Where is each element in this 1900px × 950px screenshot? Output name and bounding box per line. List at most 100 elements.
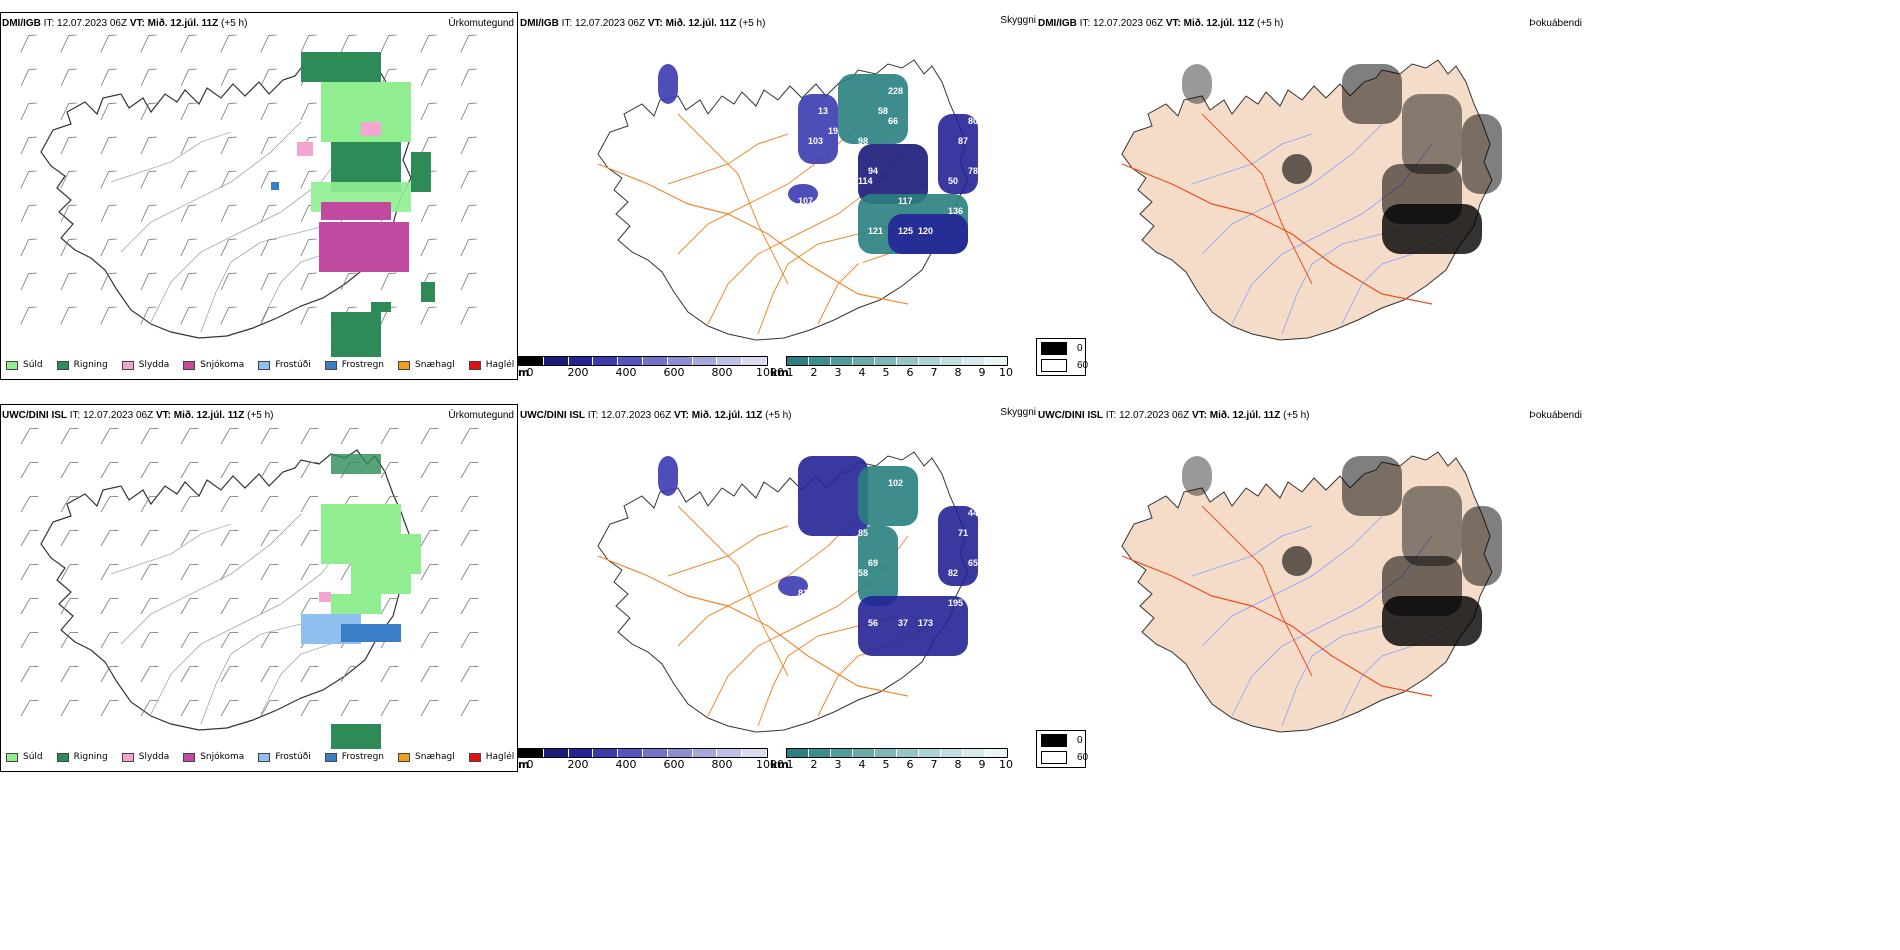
fog-legend: 0 60 xyxy=(1036,730,1088,768)
wind-barb xyxy=(460,496,479,513)
wind-barb xyxy=(140,428,159,445)
wind-barb xyxy=(60,306,77,325)
wind-barb xyxy=(180,170,197,189)
wind-barb xyxy=(60,170,77,189)
wind-barb xyxy=(60,632,79,649)
wind-barb xyxy=(260,238,277,257)
wind-barb xyxy=(60,68,77,87)
cloud-base-value: 125 xyxy=(898,226,913,236)
panel-title: DMI/IGB IT: 12.07.2023 06Z VT: Mið. 12.j… xyxy=(520,18,766,29)
wind-barb xyxy=(180,68,197,87)
wind-barb xyxy=(100,272,117,291)
wind-barb xyxy=(20,598,39,615)
wind-barb xyxy=(220,632,239,649)
wind-barb xyxy=(60,204,77,223)
colorbar-tick: 200 xyxy=(567,758,589,771)
visibility-colorbar xyxy=(786,748,1008,758)
wind-barb xyxy=(420,496,439,513)
wind-barb xyxy=(220,666,239,683)
fog-legend: 0 60 xyxy=(1036,338,1088,376)
wind-barb xyxy=(300,496,319,513)
cloud-base-value: 56 xyxy=(868,618,878,628)
fog-legend-item: 60 xyxy=(1041,751,1088,764)
legend-item: Snæhagl xyxy=(398,752,455,762)
legend-item: Frostregn xyxy=(324,752,384,762)
wind-barb xyxy=(340,428,359,445)
wind-barb xyxy=(100,496,119,513)
wind-barb xyxy=(140,700,159,717)
wind-barb xyxy=(20,68,37,87)
wind-barb xyxy=(220,564,239,581)
wind-barb xyxy=(20,564,39,581)
wind-barb xyxy=(140,530,159,547)
fog-legend-item: 60 xyxy=(1041,359,1088,372)
wind-barb xyxy=(140,136,157,155)
colorbar-tick: 400 xyxy=(615,366,637,379)
wind-barb xyxy=(140,564,159,581)
legend-item: Frostúði xyxy=(258,360,311,370)
fog-label: Þokuábendi xyxy=(1529,18,1582,29)
cloud-base-value: 65 xyxy=(968,558,978,568)
wind-barb xyxy=(20,204,37,223)
wind-barb xyxy=(340,34,357,53)
wind-barb xyxy=(460,462,479,479)
wind-barb xyxy=(260,102,277,121)
wind-barb xyxy=(380,428,399,445)
colorbar-tick: 600 xyxy=(663,758,685,771)
wind-barb xyxy=(180,530,199,547)
wind-barb xyxy=(380,598,399,615)
wind-barb xyxy=(420,564,439,581)
colorbar-tick: 0 xyxy=(526,758,534,771)
precip-legend: Súld Rigning Slydda Snjókoma Frostúði Frostre… xyxy=(6,752,528,762)
wind-barb xyxy=(100,428,119,445)
legend-item: Rigning xyxy=(56,752,108,762)
colorbar-tick: 0 xyxy=(526,366,534,379)
wind-barb xyxy=(180,204,197,223)
wind-barb xyxy=(180,462,199,479)
cloud-base-value: 71 xyxy=(958,528,968,538)
colorbar-tick: 6 xyxy=(906,366,914,379)
wind-barb xyxy=(460,428,479,445)
cloud-base-value: 58 xyxy=(978,538,988,548)
wind-barb xyxy=(460,564,479,581)
colorbar-tick: 10 xyxy=(999,758,1013,771)
legend-item: Slydda xyxy=(121,752,169,762)
wind-barb xyxy=(300,170,317,189)
fog-legend-item: 0 xyxy=(1041,342,1083,355)
legend-item: Súld xyxy=(6,752,43,762)
wind-barb xyxy=(220,34,237,53)
precip-type-label: Úrkomutegund xyxy=(448,18,514,29)
wind-barb xyxy=(20,462,39,479)
cloud-base-value: 65 xyxy=(898,588,908,598)
legend-item: Haglél xyxy=(468,752,514,762)
colorbar-tick: 7 xyxy=(930,366,938,379)
colorbar-tick: 4 xyxy=(858,366,866,379)
legend-item: Snjókoma xyxy=(183,752,244,762)
legend-item: Slydda xyxy=(121,360,169,370)
cloud-base-value: 10 xyxy=(938,498,948,508)
cloud-base-value: 44 xyxy=(968,508,978,518)
wind-barb xyxy=(420,462,439,479)
wind-barb xyxy=(380,462,399,479)
colorbar-tick: 9 xyxy=(978,366,986,379)
wind-barb xyxy=(100,204,117,223)
wind-barb xyxy=(140,102,157,121)
wind-barb xyxy=(220,204,237,223)
fog-map xyxy=(1121,59,1502,341)
panel-title: DMI/IGB IT: 12.07.2023 06Z VT: Mið. 12.j… xyxy=(2,18,248,29)
wind-barb xyxy=(220,700,239,717)
wind-barb xyxy=(60,700,79,717)
wind-barb xyxy=(340,666,359,683)
wind-barb xyxy=(420,136,437,155)
wind-barb xyxy=(460,34,477,53)
wind-barb xyxy=(460,598,479,615)
wind-barb xyxy=(140,272,157,291)
wind-barb xyxy=(180,598,199,615)
wind-barb xyxy=(260,496,279,513)
wind-barb xyxy=(140,598,159,615)
colorbar-tick: 7 xyxy=(930,758,938,771)
cloud-base-value: 58 xyxy=(858,568,868,578)
wind-barb xyxy=(460,666,479,683)
cloud-base-value: 80 xyxy=(968,116,978,126)
wind-barb xyxy=(220,272,237,291)
